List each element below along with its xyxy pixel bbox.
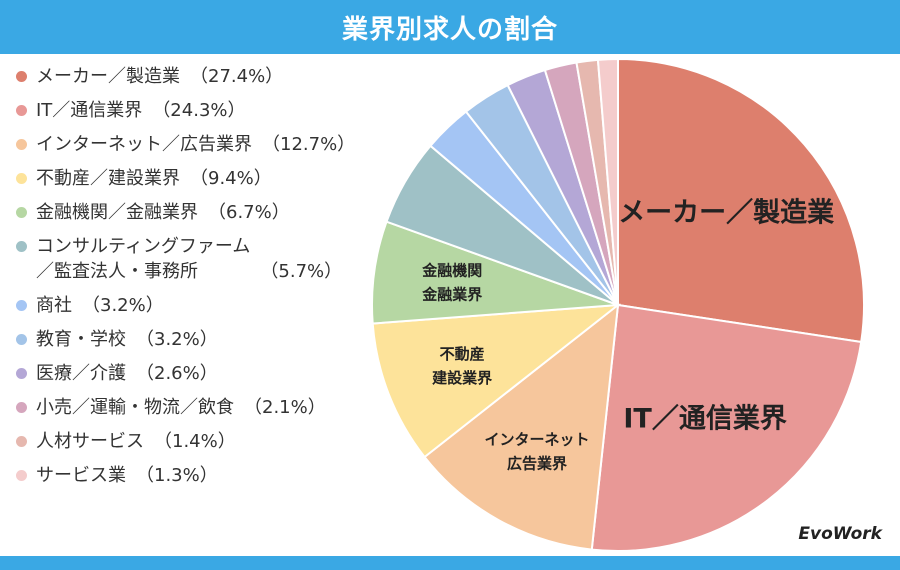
legend-item: 商社 （3.2%） [16, 293, 376, 318]
slice-label: IT／通信業界 [623, 404, 786, 435]
pie-slice [596, 57, 619, 306]
legend-item: 金融機関／金融業界 （6.7%） [16, 200, 376, 225]
slice-label: 不動産建設業界 [432, 345, 492, 387]
legend-item: 不動産／建設業界 （9.4%） [16, 166, 376, 191]
legend-percent: （9.4%） [190, 168, 272, 189]
slice-label: メーカー／製造業 [618, 197, 834, 228]
legend-swatch [16, 334, 27, 345]
legend-percent: （2.6%） [136, 363, 218, 384]
legend-percent: （3.2%） [136, 329, 218, 350]
pie-slice [617, 57, 865, 344]
legend-swatch [16, 139, 27, 150]
legend-label: 教育・学校 [36, 329, 126, 350]
legend-swatch [16, 105, 27, 116]
legend-percent: （3.2%） [82, 295, 164, 316]
slice-label: インターネット広告業界 [484, 431, 589, 473]
legend-percent: （24.3%） [152, 100, 246, 121]
legend-label: 不動産／建設業界 [36, 168, 180, 189]
legend-label: 金融機関／金融業界 [36, 202, 198, 223]
legend-label: 医療／介護 [36, 363, 126, 384]
legend-percent: （5.7%） [260, 261, 343, 282]
legend-label: 商社 [36, 295, 72, 316]
legend-item: 教育・学校 （3.2%） [16, 327, 376, 352]
legend-item: 小売／運輸・物流／飲食 （2.1%） [16, 395, 376, 420]
footer-bar [0, 556, 900, 570]
legend-label: 小売／運輸・物流／飲食 [36, 397, 234, 418]
legend-label: IT／通信業界 [36, 100, 143, 121]
legend-swatch [16, 470, 27, 481]
legend-label: 人材サービス [36, 431, 144, 452]
legend-item: 医療／介護 （2.6%） [16, 361, 376, 386]
legend-label: サービス業 [36, 465, 126, 486]
legend-swatch [16, 173, 27, 184]
legend-swatch [16, 368, 27, 379]
legend-percent: （6.7%） [208, 202, 290, 223]
legend-swatch [16, 241, 27, 252]
legend-item: 人材サービス （1.4%） [16, 429, 376, 454]
chart-legend: メーカー／製造業 （27.4%） IT／通信業界 （24.3%） インターネット／広告業… [16, 64, 376, 497]
pie-slice [423, 302, 620, 551]
legend-item: メーカー／製造業 （27.4%） [16, 64, 376, 89]
brand-logo: EvoWork [798, 524, 882, 544]
slice-label: 金融機関金融業界 [421, 262, 482, 304]
legend-item: コンサルティングファーム ／監査法人・事務所 （5.7%） [16, 234, 376, 284]
pie-slice [371, 303, 622, 459]
legend-label: インターネット／広告業界 [36, 134, 252, 155]
legend-percent: （2.1%） [244, 397, 326, 418]
legend-percent: （1.4%） [154, 431, 236, 452]
legend-item: サービス業 （1.3%） [16, 463, 376, 488]
legend-swatch [16, 207, 27, 218]
legend-percent: （1.3%） [136, 465, 218, 486]
legend-label: メーカー／製造業 [36, 66, 180, 87]
pie-slice [590, 303, 863, 553]
legend-item: インターネット／広告業界 （12.7%） [16, 132, 376, 157]
legend-percent: （12.7%） [262, 134, 356, 155]
legend-swatch [16, 71, 27, 82]
legend-percent: （27.4%） [190, 66, 284, 87]
legend-swatch [16, 402, 27, 413]
chart-title: 業界別求人の割合 [0, 0, 900, 54]
legend-swatch [16, 436, 27, 447]
legend-item: IT／通信業界 （24.3%） [16, 98, 376, 123]
legend-swatch [16, 300, 27, 311]
legend-label: コンサルティングファーム ／監査法人・事務所 [36, 236, 251, 282]
